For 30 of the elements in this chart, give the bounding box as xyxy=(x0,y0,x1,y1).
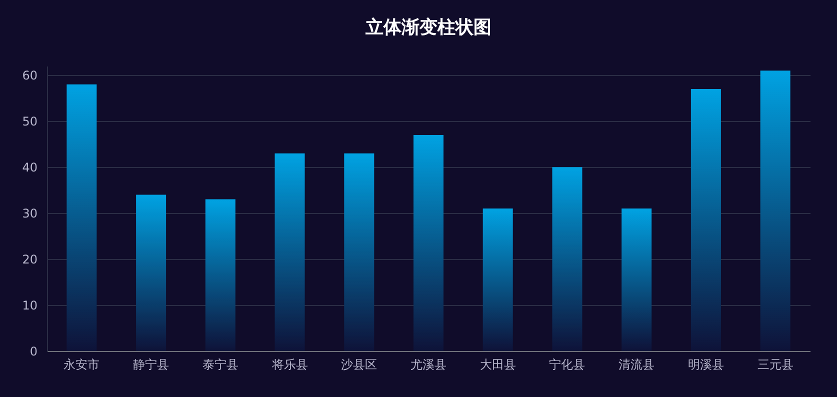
x-tick-label: 泰宁县 xyxy=(202,358,238,372)
y-tick-label: 0 xyxy=(30,344,38,358)
x-tick-label: 永安市 xyxy=(64,358,100,372)
bar xyxy=(552,167,582,351)
y-tick-label: 30 xyxy=(22,206,38,221)
y-tick-label: 60 xyxy=(22,68,38,83)
x-tick-label: 明溪县 xyxy=(688,358,724,372)
bar xyxy=(482,208,513,351)
y-tick-label: 40 xyxy=(22,160,38,175)
y-tick-label: 50 xyxy=(22,114,38,129)
bar xyxy=(344,153,374,351)
bar xyxy=(66,84,97,351)
bar xyxy=(274,153,305,351)
bar xyxy=(414,134,444,351)
x-tick-label: 尤溪县 xyxy=(410,358,446,372)
x-tick-label: 大田县 xyxy=(480,358,516,372)
x-tick-label: 宁化县 xyxy=(549,358,586,372)
x-tick-label: 将乐县 xyxy=(270,358,308,372)
y-tick-label: 20 xyxy=(22,252,38,267)
bar xyxy=(760,70,790,351)
x-tick-label: 静宁县 xyxy=(133,358,170,372)
x-tick-label: 沙县区 xyxy=(341,358,378,372)
x-tick-label: 清流县 xyxy=(618,358,655,372)
y-tick-label: 10 xyxy=(22,298,38,313)
chart-title: 立体渐变柱状图 xyxy=(364,17,492,38)
x-tick-label: 三元县 xyxy=(757,358,794,372)
bar xyxy=(690,88,721,351)
bar xyxy=(622,208,652,351)
bar xyxy=(205,199,236,351)
bar xyxy=(136,194,166,351)
